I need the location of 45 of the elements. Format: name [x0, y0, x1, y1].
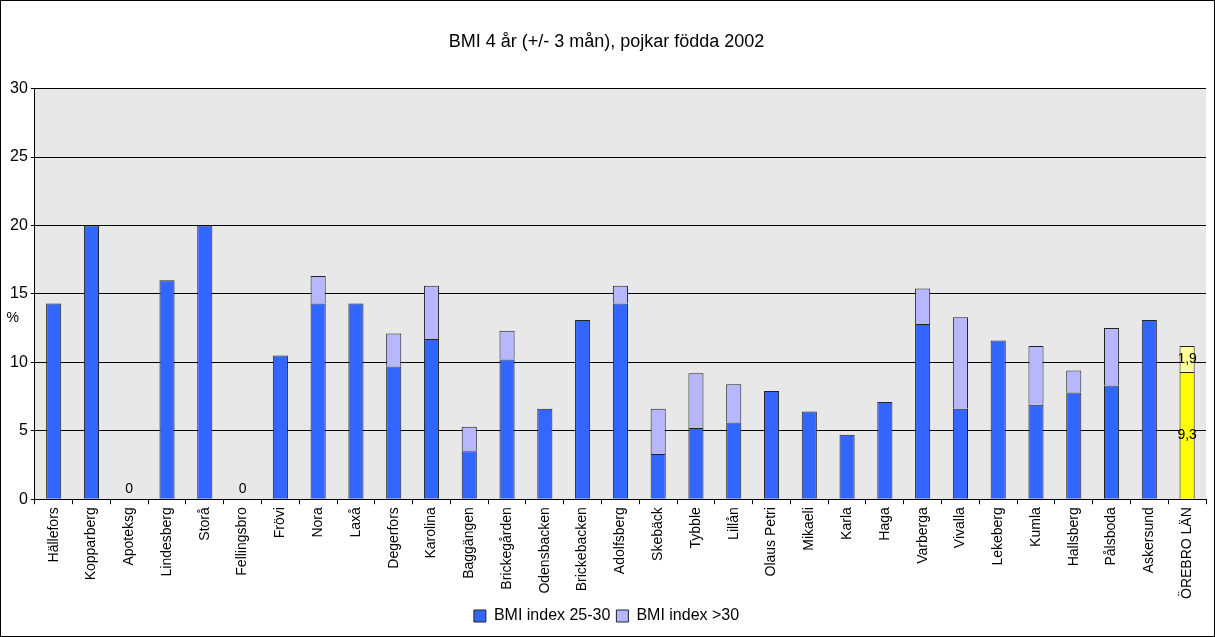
x-tick-label: Laxå	[346, 506, 363, 538]
y-tick-label: 30	[10, 79, 28, 97]
x-tick-label: Storå	[195, 506, 212, 541]
chart-title: BMI 4 år (+/- 3 mån), pojkar födda 2002	[448, 30, 765, 51]
x-tick-label: Varberga	[913, 507, 930, 564]
x-tick-label: Vivalla	[951, 507, 968, 549]
x-tick-label: Haga	[875, 506, 892, 541]
x-tick-label: Fellingsbro	[233, 507, 250, 576]
y-tick-label: 5	[18, 421, 28, 439]
x-tick-label: Kumla	[1026, 506, 1043, 547]
x-tick-label: Tybble	[686, 506, 703, 549]
x-tick-label: Degerfors	[384, 507, 401, 569]
x-tick-label: Lekeberg	[989, 507, 1006, 566]
x-tick-label: Brickegården	[497, 507, 514, 590]
y-tick-label: 0	[18, 489, 28, 507]
x-tick-label: Olaus Petri	[762, 507, 779, 577]
y-tick-label: 20	[10, 215, 28, 233]
x-tick-label: Adolfsberg	[611, 507, 628, 575]
x-tick-label: Nora	[309, 507, 326, 538]
data-label: 0	[125, 480, 134, 497]
data-label: 0	[238, 480, 247, 497]
x-tick-label: Lindesberg	[157, 507, 174, 577]
x-tick-label: Skebäck	[649, 506, 666, 561]
x-tick-label: Pålsboda	[1102, 507, 1119, 566]
x-tick-label: Odensbacken	[535, 507, 552, 594]
legend-label: BMI index 25-30	[493, 606, 611, 624]
x-tick-label: Frövi	[271, 507, 288, 539]
y-tick-label: 25	[10, 147, 28, 165]
y-tick-label: 10	[10, 352, 28, 370]
y-axis-title: %	[6, 309, 20, 326]
x-tick-label: Karla	[837, 506, 854, 540]
x-tick-label: Hällefors	[44, 507, 61, 563]
x-tick-label: Hallsberg	[1064, 507, 1081, 567]
x-tick-label: Karolina	[422, 507, 439, 559]
data-label: 1,9	[1177, 349, 1198, 366]
x-tick-label: Lillån	[724, 507, 741, 540]
y-tick-label: 15	[10, 284, 28, 302]
x-tick-label: Brickebacken	[573, 507, 590, 592]
x-tick-label: ÖREBRO LÄN	[1176, 507, 1194, 600]
x-tick-label: Apoteksg	[120, 507, 137, 566]
x-tick-label: Mikaeli	[800, 507, 817, 551]
x-tick-label: Askersund	[1140, 507, 1157, 574]
legend-label: BMI index >30	[636, 606, 740, 624]
x-tick-label: Kopparberg	[82, 507, 99, 581]
x-tick-label: Baggängen	[460, 507, 477, 579]
